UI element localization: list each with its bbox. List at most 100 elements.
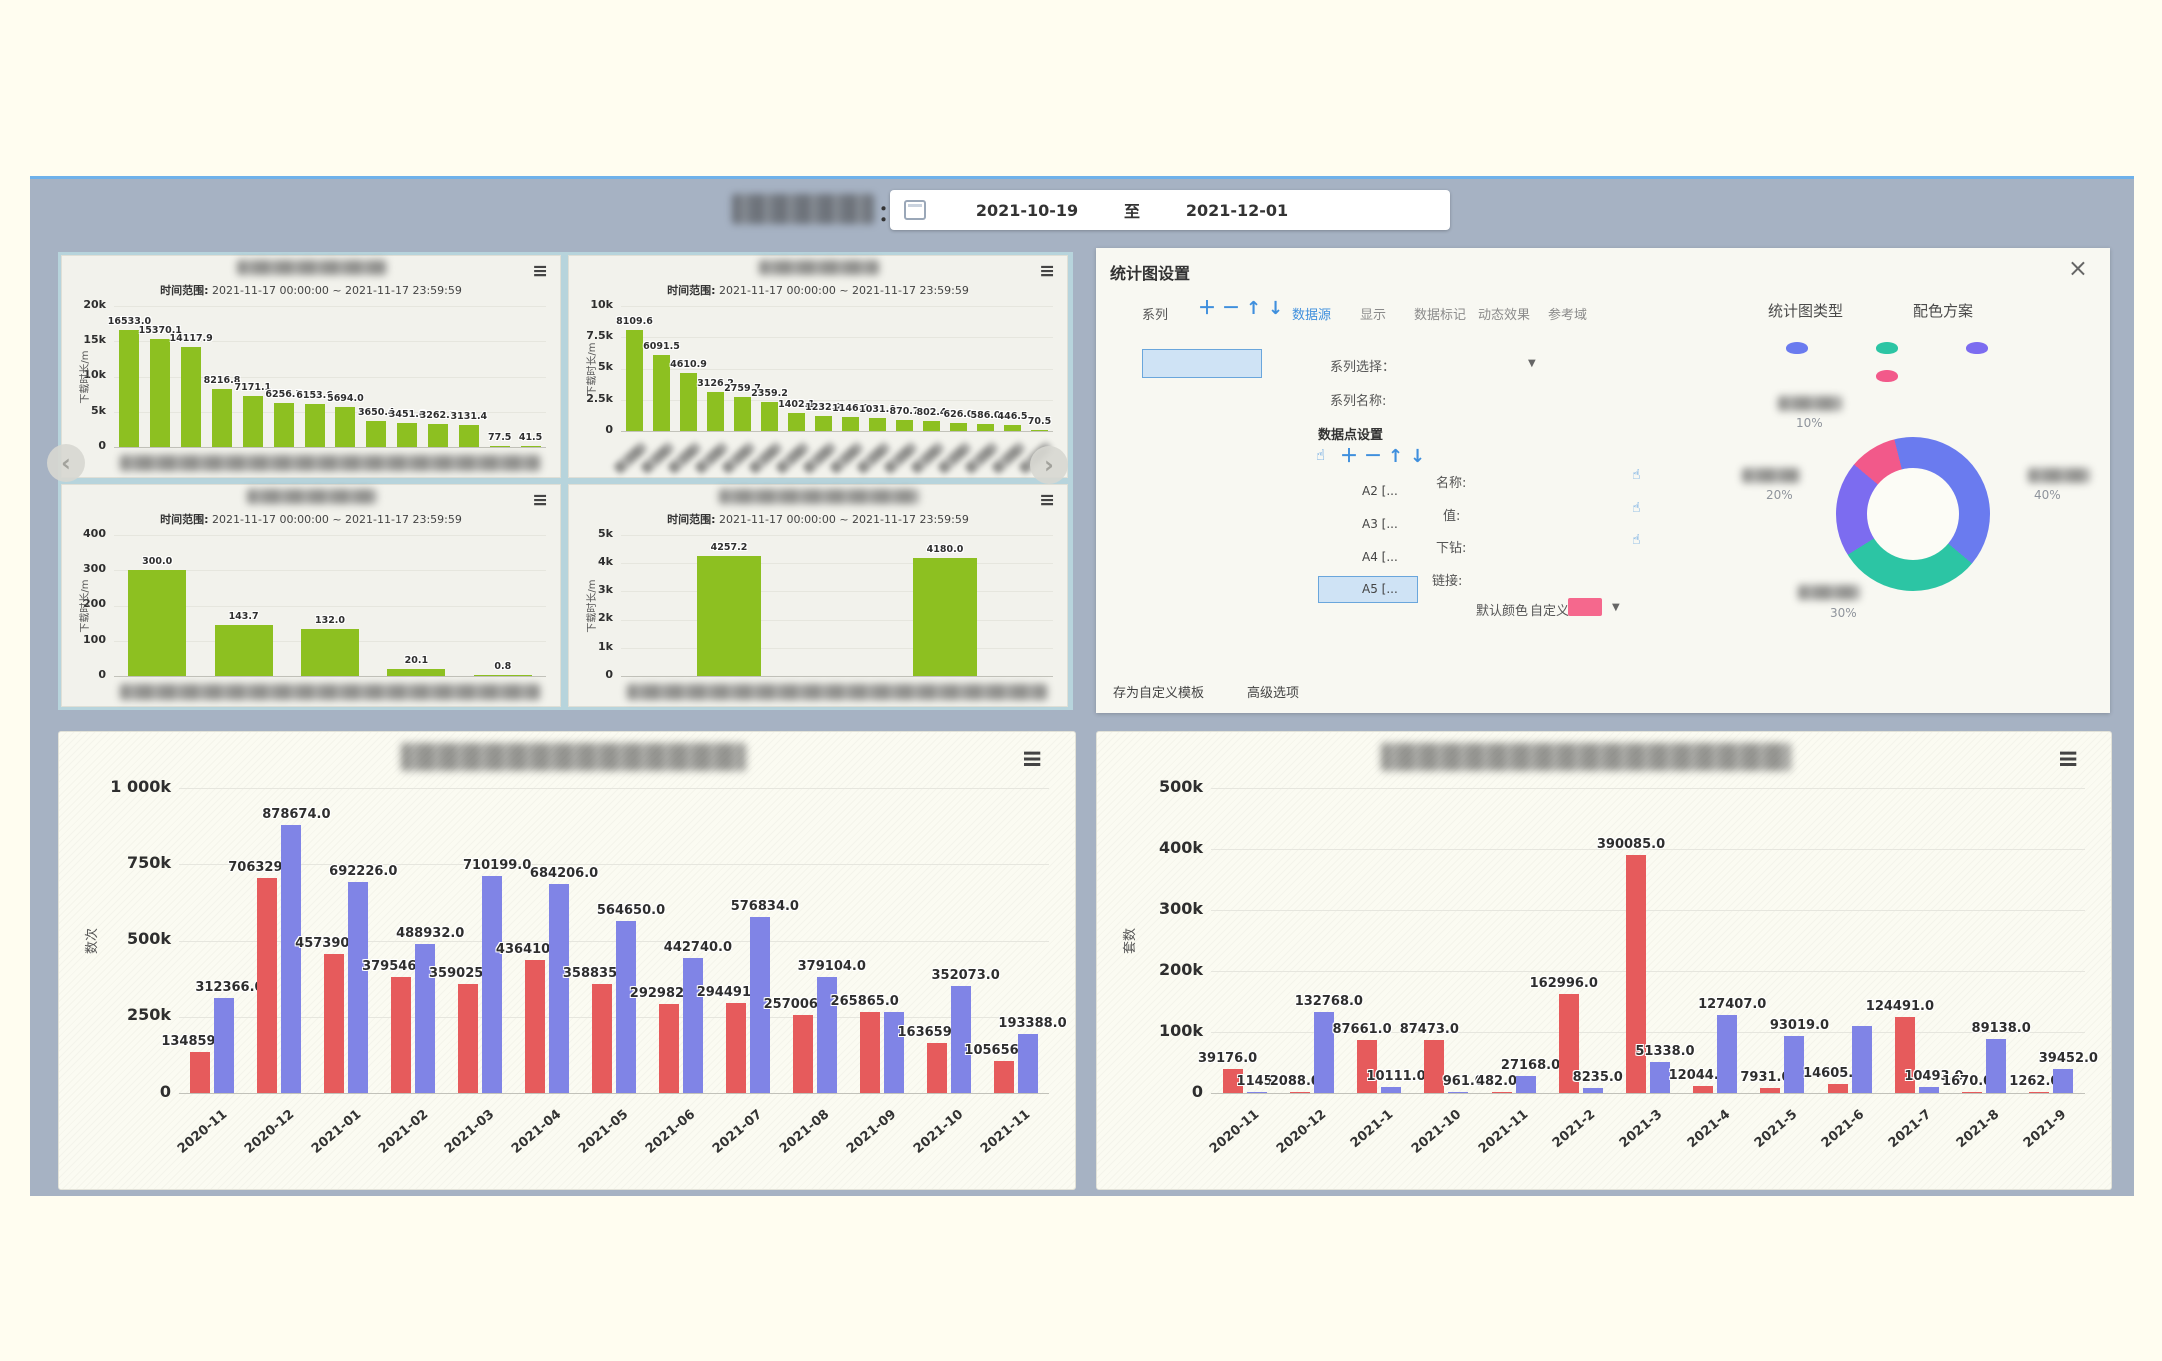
series-list-selected-item[interactable] [1142, 349, 1262, 378]
carousel-prev-button[interactable]: ‹ [47, 444, 85, 482]
chart-menu-icon[interactable]: ≡ [532, 489, 548, 511]
bar[interactable] [1558, 993, 1579, 1093]
tab-display[interactable]: 显示 [1360, 308, 1387, 323]
bar[interactable] [725, 1003, 746, 1093]
bar[interactable] [697, 555, 761, 676]
color-caret-icon[interactable]: ▼ [1612, 602, 1620, 613]
bar[interactable] [761, 401, 778, 431]
bar[interactable] [1650, 1061, 1670, 1093]
bar[interactable] [181, 347, 202, 447]
bar[interactable] [1515, 1076, 1536, 1093]
bar[interactable] [1894, 1017, 1915, 1093]
bar[interactable] [190, 1051, 211, 1093]
datapoint-up-icon[interactable]: ↑ [1388, 446, 1404, 467]
bar[interactable] [1246, 1092, 1267, 1093]
bar[interactable] [520, 446, 541, 447]
bar[interactable] [482, 876, 503, 1093]
bar[interactable] [1031, 430, 1048, 431]
bar[interactable] [1448, 1092, 1469, 1093]
close-icon[interactable]: × [2067, 254, 2088, 282]
bar[interactable] [214, 997, 235, 1093]
bar[interactable] [257, 877, 278, 1093]
add-datapoint-icon[interactable]: ＋ [1340, 446, 1358, 467]
bar[interactable] [348, 881, 369, 1093]
tab-data-source[interactable]: 数据源 [1292, 308, 1332, 323]
bar[interactable] [525, 959, 546, 1093]
move-down-icon[interactable]: ↓ [1268, 298, 1284, 319]
add-series-icon[interactable]: ＋ [1198, 298, 1216, 319]
bar[interactable] [489, 446, 510, 447]
bar[interactable] [150, 338, 171, 447]
tab-reference[interactable]: 参考域 [1548, 308, 1588, 323]
bar[interactable] [1962, 1091, 1983, 1093]
bar[interactable] [242, 396, 263, 447]
bar[interactable] [301, 629, 359, 676]
date-from-input[interactable]: 2021-10-19 [975, 200, 1079, 220]
bar[interactable] [458, 983, 479, 1093]
bar[interactable] [2029, 1092, 2050, 1093]
chart-menu-icon[interactable]: ≡ [1039, 489, 1055, 511]
bar[interactable] [926, 1043, 947, 1093]
chart-menu-icon[interactable]: ≡ [532, 260, 548, 282]
bar[interactable] [626, 329, 643, 431]
bar[interactable] [281, 825, 302, 1093]
bar[interactable] [1357, 1039, 1378, 1093]
bar[interactable] [1693, 1085, 1714, 1093]
bar[interactable] [1491, 1092, 1512, 1093]
bar[interactable] [1918, 1086, 1939, 1093]
bar[interactable] [816, 977, 837, 1093]
bar[interactable] [335, 406, 356, 447]
bar[interactable] [653, 354, 670, 431]
bar[interactable] [859, 1011, 880, 1093]
hand-select-icon[interactable]: ☝ [1316, 446, 1326, 464]
bar[interactable] [682, 957, 703, 1093]
datapoint-item-a2[interactable]: A2 [... [1362, 484, 1398, 498]
date-to-input[interactable]: 2021-12-01 [1185, 200, 1289, 220]
bar[interactable] [707, 391, 724, 431]
bar[interactable] [658, 1003, 679, 1093]
tab-dynamic-effect[interactable]: 动态效果 [1478, 308, 1531, 323]
bar[interactable] [1760, 1088, 1781, 1093]
bar[interactable] [1313, 1012, 1334, 1093]
bar[interactable] [913, 558, 977, 676]
bar[interactable] [592, 983, 612, 1093]
carousel-next-button[interactable]: › [1030, 446, 1068, 484]
bar[interactable] [1289, 1091, 1310, 1093]
bar[interactable] [950, 985, 971, 1093]
bar[interactable] [1582, 1087, 1603, 1093]
name-picker-hand-icon[interactable]: ☝ [1632, 467, 1641, 483]
bar[interactable] [815, 415, 832, 431]
remove-datapoint-icon[interactable]: － [1364, 446, 1382, 467]
bar[interactable] [1222, 1069, 1243, 1093]
bar[interactable] [950, 423, 967, 431]
bar[interactable] [923, 420, 940, 431]
bar[interactable] [1381, 1086, 1402, 1093]
bar[interactable] [883, 1011, 904, 1093]
remove-series-icon[interactable]: － [1222, 298, 1240, 319]
save-as-template-link[interactable]: 存为自定义模板 [1113, 686, 1205, 701]
bar[interactable] [324, 953, 345, 1093]
bar[interactable] [1004, 425, 1021, 431]
bar[interactable] [415, 943, 436, 1093]
bar[interactable] [1986, 1038, 2007, 1093]
bar[interactable] [788, 413, 805, 431]
bar[interactable] [391, 977, 412, 1093]
bar[interactable] [119, 330, 140, 447]
chart-menu-icon[interactable]: ≡ [1021, 744, 1043, 774]
datapoint-item-a4[interactable]: A4 [... [1362, 550, 1398, 564]
bar[interactable] [214, 625, 273, 676]
bar[interactable] [1827, 1084, 1848, 1093]
bar[interactable] [1851, 1025, 1872, 1093]
datapoint-item-a5[interactable]: A5 [... [1362, 582, 1398, 596]
chart-menu-icon[interactable]: ≡ [1039, 260, 1055, 282]
bar[interactable] [749, 917, 770, 1093]
move-up-icon[interactable]: ↑ [1246, 298, 1262, 319]
tab-data-marker[interactable]: 数据标记 [1414, 308, 1467, 323]
bar[interactable] [366, 421, 387, 447]
bar[interactable] [387, 668, 446, 676]
drill-picker-hand-icon[interactable]: ☝ [1632, 532, 1641, 548]
bar[interactable] [1717, 1015, 1738, 1093]
color-swatch[interactable] [1568, 598, 1602, 616]
bar[interactable] [458, 424, 479, 447]
bar[interactable] [734, 396, 751, 431]
